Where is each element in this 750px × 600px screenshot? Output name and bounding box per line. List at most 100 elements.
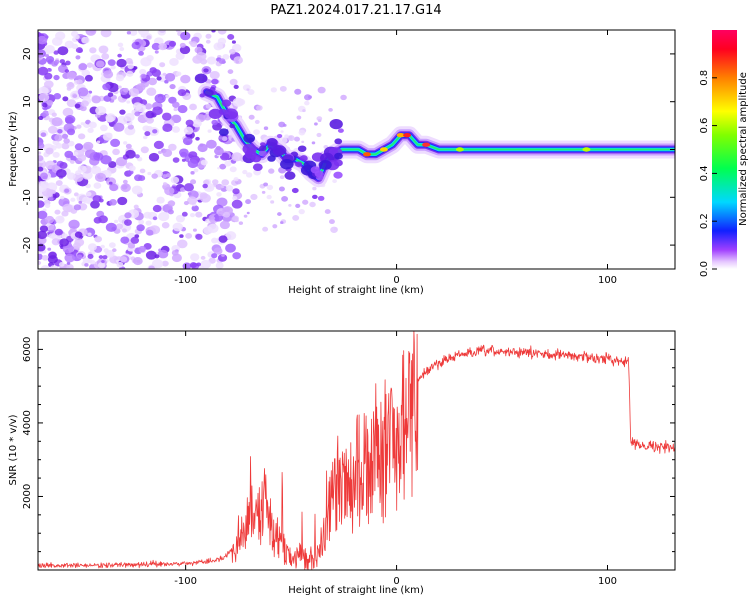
noise-speck: [124, 113, 135, 122]
noise-speck: [44, 45, 55, 54]
noise-speck: [55, 31, 66, 41]
noise-speck: [233, 84, 239, 90]
noise-speck: [45, 54, 50, 58]
noise-speck: [57, 46, 69, 56]
noise-speck: [115, 156, 128, 167]
noise-speck: [237, 98, 246, 106]
noise-speck: [158, 211, 170, 222]
y-tick-label: -20: [22, 237, 33, 253]
noise-speck: [328, 107, 333, 112]
noise-speck: [116, 261, 124, 268]
noise-speck: [62, 96, 69, 102]
noise-speck: [316, 132, 322, 138]
noise-speck: [107, 59, 116, 66]
noise-speck: [128, 87, 140, 97]
noise-speck: [81, 100, 89, 107]
noise-speck: [225, 231, 237, 241]
noise-speck: [66, 71, 77, 80]
colorbar-tick-label: 0.4: [699, 165, 710, 181]
noise-speck: [105, 222, 117, 232]
noise-speck: [42, 110, 50, 117]
noise-speck: [93, 182, 102, 189]
noise-speck: [202, 183, 208, 189]
noise-speck: [159, 62, 166, 68]
noise-speck: [314, 122, 318, 126]
noise-speck: [189, 212, 196, 218]
noise-speck: [242, 169, 248, 175]
noise-speck: [101, 259, 105, 264]
noise-speck: [38, 93, 50, 102]
noise-speck: [156, 76, 162, 81]
ridge-blob: [203, 68, 209, 73]
noise-speck: [127, 124, 134, 130]
noise-speck: [232, 215, 239, 222]
ridge-blob: [333, 171, 343, 179]
noise-speck: [44, 203, 51, 209]
noise-speck: [171, 249, 179, 256]
noise-speck: [73, 192, 79, 197]
noise-speck: [125, 143, 132, 149]
noise-speck: [169, 84, 176, 90]
noise-speck: [49, 265, 59, 269]
snr-line: [38, 331, 675, 570]
noise-speck: [38, 66, 49, 76]
noise-speck: [178, 148, 189, 157]
noise-speck: [207, 223, 219, 233]
noise-speck: [272, 224, 278, 229]
noise-speck: [253, 129, 260, 135]
noise-speck: [165, 173, 172, 178]
noise-speck: [183, 201, 189, 206]
noise-speck: [149, 67, 157, 74]
noise-speck: [221, 253, 225, 257]
noise-speck: [98, 215, 108, 224]
noise-speck: [154, 93, 166, 104]
noise-speck: [90, 165, 102, 175]
noise-speck: [213, 247, 223, 255]
noise-speck: [263, 182, 269, 187]
noise-speck: [38, 35, 48, 45]
noise-speck: [76, 254, 83, 260]
ridge-blob: [208, 108, 222, 119]
noise-speck: [158, 43, 167, 51]
noise-speck: [296, 115, 302, 120]
noise-speck: [76, 79, 83, 85]
ridge-blob: [295, 161, 303, 167]
noise-speck: [103, 248, 109, 253]
noise-speck: [211, 30, 216, 33]
noise-speck: [64, 115, 76, 124]
noise-speck: [137, 30, 150, 36]
noise-speck: [148, 265, 155, 269]
noise-speck: [243, 214, 248, 218]
noise-speck: [52, 151, 60, 158]
noise-speck: [295, 203, 301, 209]
noise-speck: [125, 149, 136, 159]
noise-speck: [298, 208, 305, 215]
x-tick-label: 100: [598, 576, 617, 587]
noise-speck: [77, 133, 86, 140]
noise-speck: [232, 196, 238, 201]
ridge-hotspot: [403, 132, 412, 138]
noise-speck: [172, 101, 180, 108]
noise-speck: [66, 99, 77, 108]
noise-speck: [140, 73, 147, 79]
ridge-blob: [252, 163, 263, 171]
ridge-blob: [312, 194, 318, 200]
noise-speck: [72, 94, 78, 99]
noise-speck: [115, 223, 123, 230]
noise-speck: [60, 195, 65, 200]
noise-speck: [211, 253, 218, 259]
ridge-blob: [223, 108, 239, 120]
noise-speck: [51, 117, 63, 127]
noise-speck: [215, 262, 224, 269]
snr-xlabel: Height of straight line (km): [288, 585, 424, 596]
noise-speck: [133, 66, 138, 70]
noise-speck: [122, 179, 128, 184]
noise-speck: [229, 166, 237, 173]
noise-speck: [284, 134, 289, 139]
noise-speck: [127, 63, 134, 69]
noise-speck: [138, 245, 146, 253]
noise-speck: [167, 200, 176, 207]
noise-speck: [218, 58, 226, 65]
noise-speck: [229, 48, 236, 55]
noise-speck: [113, 122, 125, 132]
